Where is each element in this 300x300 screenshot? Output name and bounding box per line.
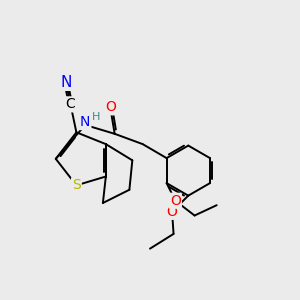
Text: O: O [105,100,116,114]
Text: N: N [80,115,90,129]
Text: N: N [60,75,72,90]
Text: S: S [72,178,81,192]
Text: O: O [167,205,178,219]
Text: C: C [66,98,75,111]
Text: H: H [92,112,100,122]
Text: O: O [170,194,181,208]
